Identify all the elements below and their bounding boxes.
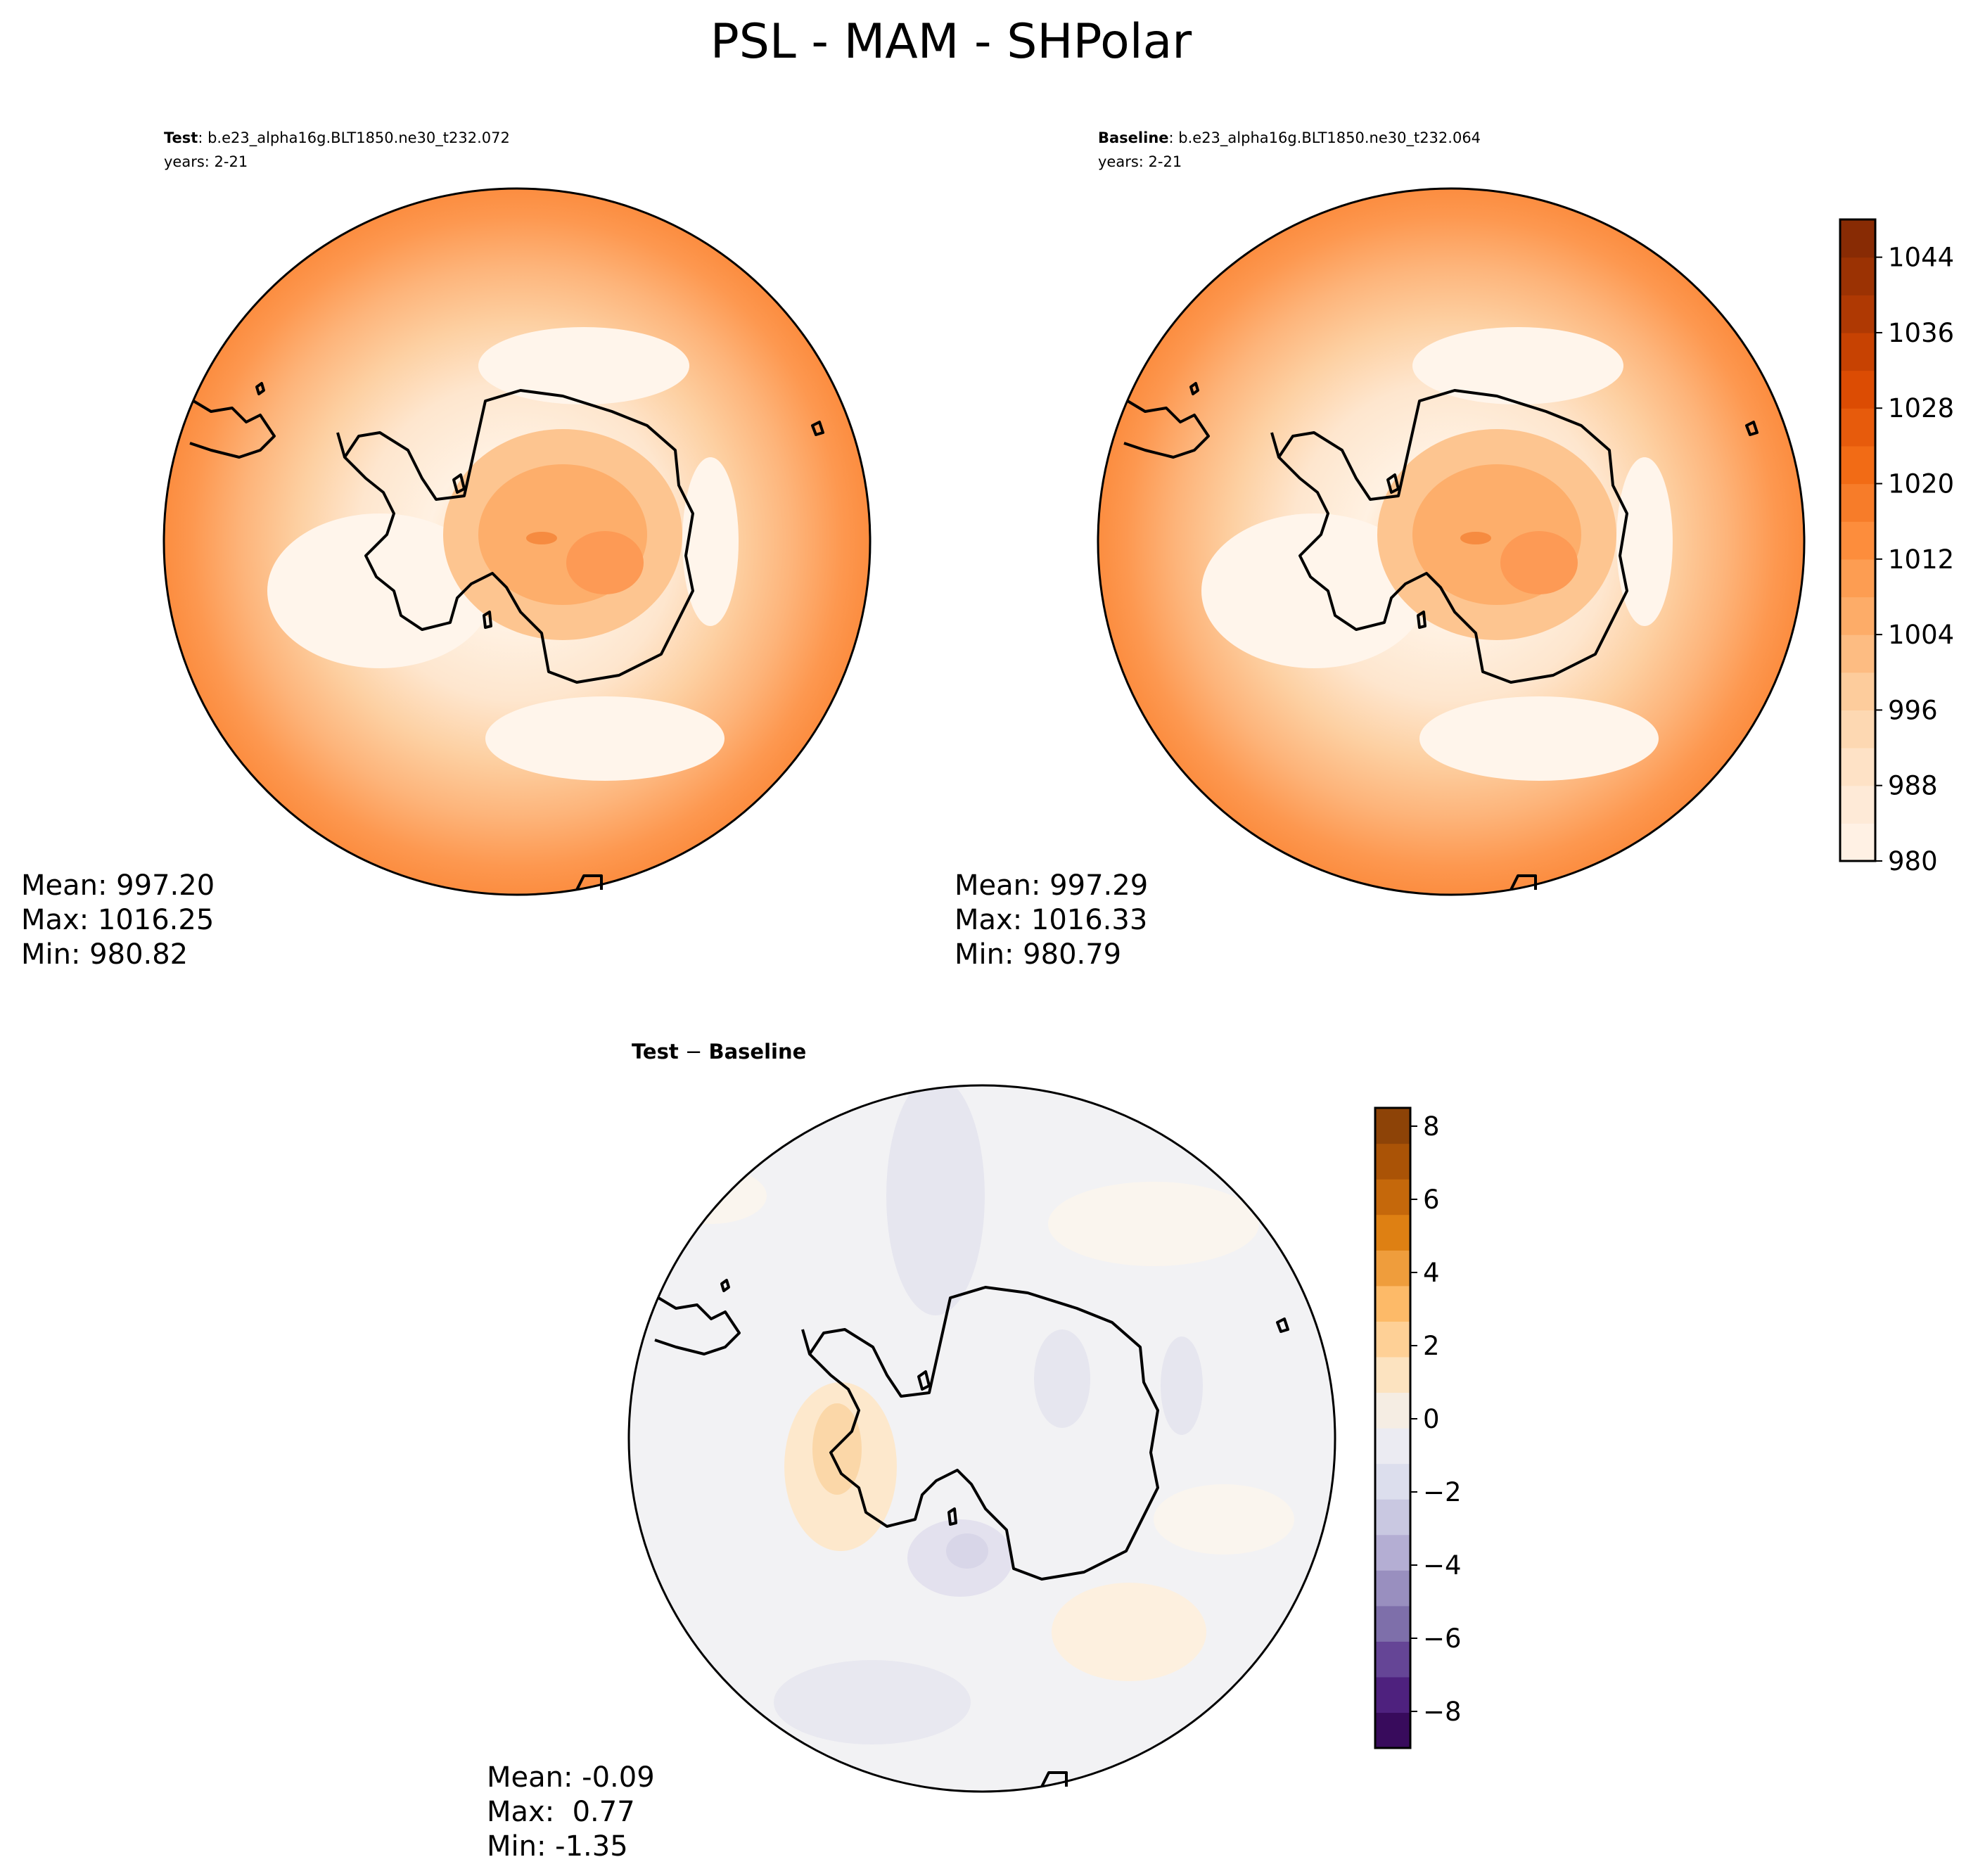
colorbar-psl-segment bbox=[1840, 295, 1875, 333]
colorbar-diff-segment bbox=[1375, 1499, 1410, 1536]
colorbar-psl-tick-label: 1004 bbox=[1888, 620, 1954, 650]
colorbar-psl-segment bbox=[1840, 710, 1875, 748]
colorbar-diff-segment bbox=[1375, 1250, 1410, 1287]
panel-baseline-mean: Mean: 997.29 bbox=[955, 869, 1148, 902]
colorbar-diff-segment bbox=[1375, 1712, 1410, 1749]
colorbar-psl-frame bbox=[1839, 218, 1877, 862]
panel-diff-min: Min: -1.35 bbox=[487, 1830, 628, 1863]
colorbar-psl-tick-label: 1020 bbox=[1888, 469, 1954, 499]
panel-test-coastline bbox=[189, 382, 824, 891]
colorbar-diff-segment bbox=[1375, 1143, 1410, 1180]
colorbar-diff-segment bbox=[1375, 1641, 1410, 1678]
colorbar-psl-segment bbox=[1840, 521, 1875, 560]
colorbar-psl-segment bbox=[1840, 332, 1875, 371]
colorbar-psl-segment bbox=[1840, 370, 1875, 409]
panel-diff: Test − Baseline bbox=[487, 1040, 1336, 1863]
colorbar-diff-tick-label: 0 bbox=[1423, 1404, 1440, 1434]
colorbar-psl-segment bbox=[1840, 596, 1875, 635]
panel-test-title-bold: Test bbox=[164, 129, 198, 146]
panel-diff-field bbox=[629, 1085, 1335, 1792]
panel-baseline-title-bold: Baseline bbox=[1098, 129, 1169, 146]
colorbar-diff-segment bbox=[1375, 1321, 1410, 1358]
colorbar-psl-segment bbox=[1840, 219, 1875, 258]
colorbar-diff-segment bbox=[1375, 1605, 1410, 1642]
panel-baseline: Baseline: b.e23_alpha16g.BLT1850.ne30_t2… bbox=[955, 129, 1806, 971]
svg-text:Baseline: b.e23_alpha16g.BLT18: Baseline: b.e23_alpha16g.BLT1850.ne30_t2… bbox=[1098, 129, 1481, 147]
colorbar-psl-segment bbox=[1840, 408, 1875, 447]
colorbar-psl-tick-label: 996 bbox=[1888, 695, 1938, 725]
colorbar-psl-segment bbox=[1840, 748, 1875, 786]
panel-baseline-boundary bbox=[1097, 187, 1806, 896]
colorbar-psl-tick-label: 1012 bbox=[1888, 544, 1954, 575]
colorbar-psl-segment bbox=[1840, 559, 1875, 598]
colorbar-diff-segment bbox=[1375, 1108, 1410, 1144]
colorbar-diff-segment bbox=[1375, 1179, 1410, 1215]
panel-test-field bbox=[164, 189, 870, 895]
colorbar-diff-tick-label: −8 bbox=[1423, 1697, 1462, 1727]
panel-diff-max: Max: 0.77 bbox=[487, 1796, 635, 1828]
colorbar-diff-segment bbox=[1375, 1676, 1410, 1714]
colorbar-psl-tick-label: 1028 bbox=[1888, 393, 1954, 423]
colorbar-diff-segment bbox=[1375, 1534, 1410, 1571]
colorbar-diff-frame bbox=[1374, 1106, 1412, 1749]
colorbar-psl-tick-label: 988 bbox=[1888, 771, 1938, 801]
svg-text:Test − Baseline: Test − Baseline bbox=[632, 1040, 806, 1064]
panel-baseline-min: Min: 980.79 bbox=[955, 938, 1121, 971]
colorbar-diff-segment bbox=[1375, 1356, 1410, 1393]
colorbar-diff: −8 −6 −4 −2 0 2 4 6 8 bbox=[1374, 1106, 1462, 1749]
figure-title: PSL - MAM - SHPolar bbox=[710, 14, 1192, 70]
panel-diff-title-baseline: Baseline bbox=[708, 1040, 806, 1064]
panel-baseline-title-case: : b.e23_alpha16g.BLT1850.ne30_t232.064 bbox=[1169, 129, 1481, 147]
panel-test-years: years: 2-21 bbox=[164, 153, 248, 170]
colorbar-diff-tick-label: 6 bbox=[1423, 1185, 1440, 1215]
colorbar-diff-tick-label: −4 bbox=[1423, 1550, 1462, 1581]
colorbar-psl-tick-label: 1036 bbox=[1888, 318, 1954, 348]
colorbar-psl-segment bbox=[1840, 483, 1875, 522]
panel-baseline-coastline bbox=[1123, 382, 1759, 891]
panel-test-title-case: : b.e23_alpha16g.BLT1850.ne30_t232.072 bbox=[198, 129, 510, 147]
colorbar-diff-segment bbox=[1375, 1285, 1410, 1322]
colorbar-diff-segment bbox=[1375, 1463, 1410, 1500]
colorbar-psl-tick-label: 1044 bbox=[1888, 243, 1954, 273]
colorbar-diff-segment bbox=[1375, 1570, 1410, 1607]
colorbar-diff-tick-label: −2 bbox=[1423, 1477, 1462, 1507]
colorbar-diff-tick-label: 2 bbox=[1423, 1331, 1440, 1361]
panel-diff-title-test: Test bbox=[632, 1040, 679, 1064]
panel-test-min: Min: 980.82 bbox=[21, 938, 188, 971]
colorbar-psl-segment bbox=[1840, 823, 1875, 862]
panel-test-mean: Mean: 997.20 bbox=[21, 869, 215, 902]
colorbar-psl-segment bbox=[1840, 672, 1875, 711]
colorbar-psl: 980 988 996 1004 1012 1020 1028 1036 1044 bbox=[1839, 218, 1954, 876]
panel-baseline-field bbox=[1098, 189, 1804, 895]
panel-diff-mean: Mean: -0.09 bbox=[487, 1761, 655, 1794]
colorbar-psl-segment bbox=[1840, 257, 1875, 295]
colorbar-diff-tick-label: 4 bbox=[1423, 1258, 1440, 1288]
colorbar-diff-segment bbox=[1375, 1428, 1410, 1465]
panel-test-boundary bbox=[162, 187, 872, 896]
panel-baseline-years: years: 2-21 bbox=[1098, 153, 1182, 170]
colorbar-psl-segment bbox=[1840, 634, 1875, 673]
colorbar-psl-segment bbox=[1840, 445, 1875, 485]
panel-diff-coastline bbox=[654, 1279, 1289, 1787]
panel-baseline-max: Max: 1016.33 bbox=[955, 904, 1147, 936]
colorbar-diff-segment bbox=[1375, 1214, 1410, 1251]
colorbar-diff-tick-label: 8 bbox=[1423, 1111, 1440, 1142]
panel-test-max: Max: 1016.25 bbox=[21, 904, 214, 936]
colorbar-psl-segment bbox=[1840, 785, 1875, 824]
panel-diff-title-minus: − bbox=[679, 1040, 709, 1064]
svg-text:Test: b.e23_alpha16g.BLT1850.n: Test: b.e23_alpha16g.BLT1850.ne30_t232.0… bbox=[164, 129, 510, 147]
colorbar-psl-tick-label: 980 bbox=[1888, 846, 1938, 876]
panel-test: Test: b.e23_alpha16g.BLT1850.ne30_t232.0… bbox=[21, 129, 872, 971]
colorbar-diff-tick-label: −6 bbox=[1423, 1623, 1462, 1654]
panel-diff-boundary bbox=[627, 1084, 1336, 1793]
colorbar-diff-segment bbox=[1375, 1392, 1410, 1429]
